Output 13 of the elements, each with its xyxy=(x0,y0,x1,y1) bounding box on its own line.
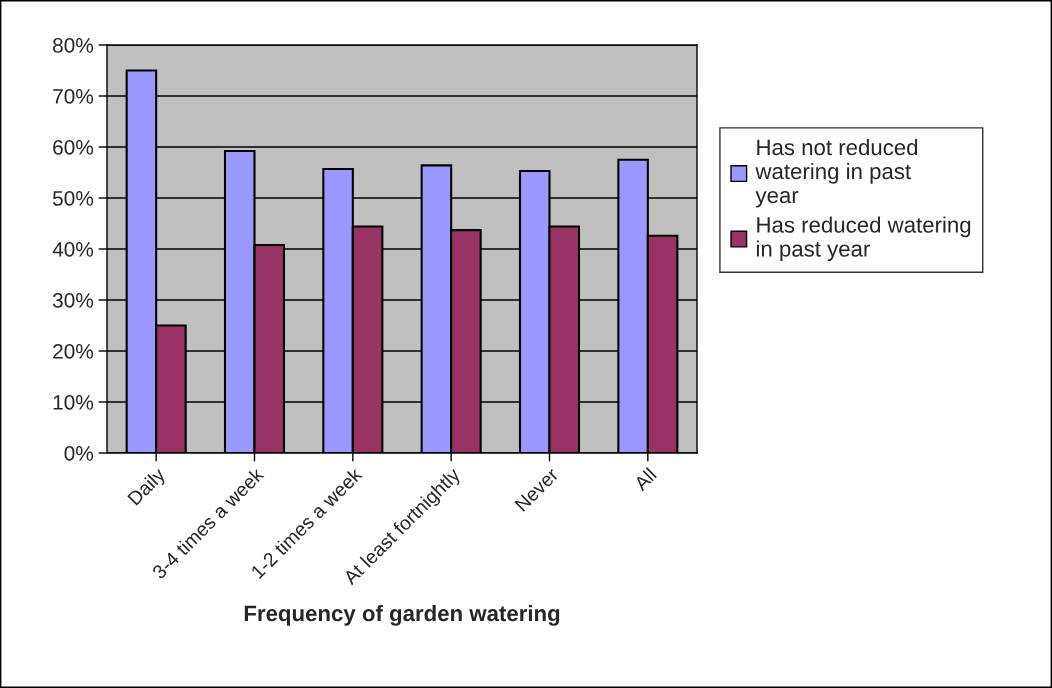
legend-label: Has not reduced watering in past year xyxy=(755,138,918,208)
y-tick-label: 50% xyxy=(52,191,94,206)
x-tick-label: All xyxy=(632,467,657,492)
legend-label: Has reduced watering in past year xyxy=(756,216,971,262)
y-tick-label: 10% xyxy=(53,395,94,410)
y-tick-label: 60% xyxy=(53,140,94,155)
y-tick-label: 80% xyxy=(53,38,94,53)
y-tick-label: 40% xyxy=(52,242,94,257)
y-tick-label: 70% xyxy=(53,89,94,104)
y-tick-label: 0% xyxy=(64,446,94,461)
y-tick-label: 20% xyxy=(53,344,94,359)
y-tick-label: 30% xyxy=(52,293,94,308)
x-axis-title: Frequency of garden watering xyxy=(244,604,560,626)
